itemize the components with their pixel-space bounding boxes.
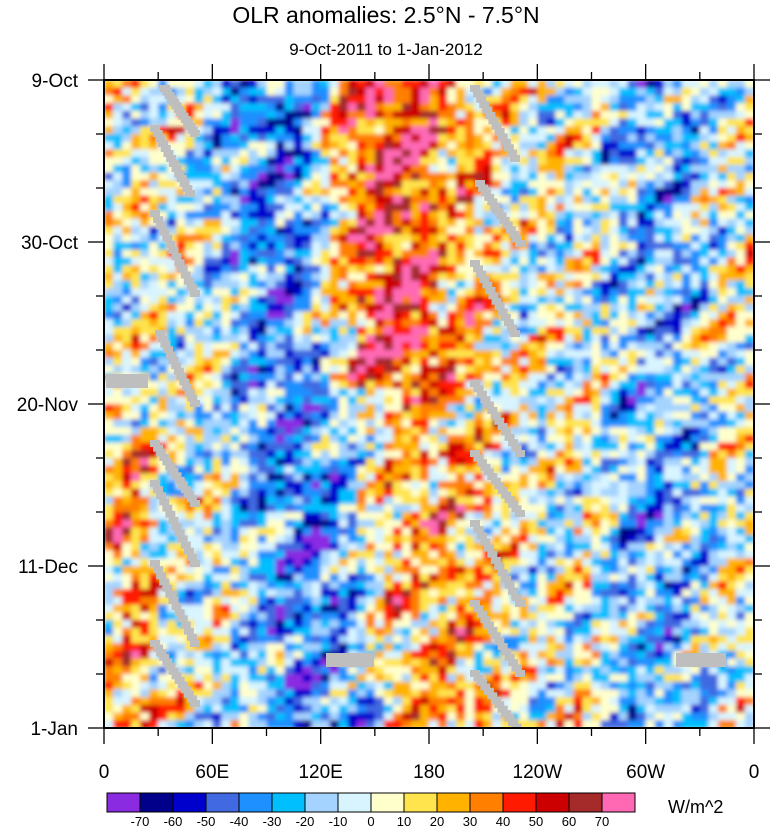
colorbar-swatch bbox=[271, 792, 306, 813]
x-tick-label: 180 bbox=[413, 762, 445, 783]
colorbar-swatch bbox=[106, 792, 141, 813]
colorbar-swatch bbox=[469, 792, 504, 813]
x-tick-label: 60E bbox=[195, 762, 229, 783]
colorbar-swatch bbox=[304, 792, 339, 813]
colorbar-swatch bbox=[205, 792, 240, 813]
colorbar-swatch bbox=[436, 792, 471, 813]
colorbar-swatch bbox=[172, 792, 207, 813]
colorbar-tick-label: -10 bbox=[329, 814, 348, 829]
colorbar-tick-label: 0 bbox=[367, 814, 374, 829]
colorbar: -70 -60 -50 -40 -30 -20 -10 0 10 20 30 40 50 60 70 bbox=[106, 792, 636, 829]
colorbar-swatch bbox=[139, 792, 174, 813]
colorbar-swatch bbox=[568, 792, 603, 813]
colorbar-tick-label: 20 bbox=[430, 814, 444, 829]
colorbar-tick-label: -30 bbox=[263, 814, 282, 829]
colorbar-tick-label: -60 bbox=[164, 814, 183, 829]
colorbar-tick-label: 40 bbox=[496, 814, 510, 829]
y-tick-label: 11-Dec bbox=[18, 557, 78, 578]
x-tick-label: 0 bbox=[99, 762, 110, 783]
colorbar-swatch bbox=[502, 792, 537, 813]
colorbar-tick-label: -20 bbox=[296, 814, 315, 829]
colorbar-tick-label: -40 bbox=[230, 814, 249, 829]
x-tick-label: 120E bbox=[298, 762, 342, 783]
y-tick-label: 9-Oct bbox=[32, 71, 79, 92]
colorbar-tick-label: -70 bbox=[131, 814, 150, 829]
y-tick-label: 20-Nov bbox=[17, 395, 79, 416]
chart-title: OLR anomalies: 2.5°N - 7.5°N bbox=[232, 2, 540, 28]
plot-axes: 9-Oct 30-Oct 20-Nov 11-Dec 1-Jan 0 60E 120E 180 1… bbox=[17, 64, 770, 783]
colorbar-tick-label: 60 bbox=[562, 814, 576, 829]
colorbar-swatch bbox=[403, 792, 438, 813]
colorbar-swatch bbox=[601, 792, 636, 813]
x-tick-label: 60W bbox=[626, 762, 665, 783]
colorbar-swatch bbox=[337, 792, 372, 813]
colorbar-units: W/m^2 bbox=[668, 797, 724, 817]
colorbar-swatch bbox=[535, 792, 570, 813]
y-tick-label: 1-Jan bbox=[30, 719, 78, 740]
colorbar-swatch bbox=[238, 792, 273, 813]
x-tick-label: 120W bbox=[513, 762, 563, 783]
colorbar-tick-label: 50 bbox=[529, 814, 543, 829]
colorbar-tick-label: -50 bbox=[197, 814, 216, 829]
colorbar-tick-label: 10 bbox=[397, 814, 411, 829]
y-tick-label: 30-Oct bbox=[21, 233, 79, 254]
colorbar-swatch bbox=[370, 792, 405, 813]
x-tick-label: 0 bbox=[749, 762, 760, 783]
colorbar-tick-label: 70 bbox=[595, 814, 609, 829]
anomaly-field bbox=[104, 80, 754, 728]
chart-subtitle: 9-Oct-2011 to 1-Jan-2012 bbox=[289, 40, 483, 59]
colorbar-tick-label: 30 bbox=[463, 814, 477, 829]
